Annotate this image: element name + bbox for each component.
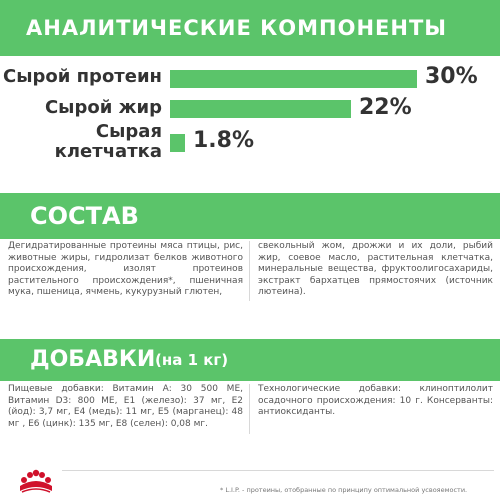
composition-text-right: свекольный жом, дрожжи и их доли, рыбий …: [258, 241, 493, 297]
royal-canin-crown-logo: [20, 469, 52, 493]
nutrient-value-protein: 30%: [425, 64, 478, 89]
nutrient-bar-protein: [170, 70, 417, 88]
additives-text-right: Технологические добавки: клиноптилолит о…: [258, 384, 493, 417]
nutrient-label-fat: Сырой жир: [44, 97, 162, 118]
nutrient-bar-fiber: [170, 134, 185, 152]
nutrient-value-fiber: 1.8%: [193, 128, 255, 153]
additives-text-left: Пищевые добавки: Витамин А: 30 500 МЕ, В…: [8, 384, 243, 429]
additives-divider: [249, 384, 250, 434]
nutrient-value-fat: 22%: [359, 95, 412, 120]
footnote: * L.I.P. - протеины, отобранные по принц…: [220, 486, 468, 494]
nutrient-label-fiber-line1: Сырая: [95, 121, 162, 142]
footer-divider: [62, 470, 494, 471]
additives-title: ДОБАВКИ: [30, 347, 156, 372]
composition-text-left: Дегидратированные протеины мяса птицы, р…: [8, 241, 243, 297]
nutrient-label-fiber: Сырая клетчатка: [55, 122, 162, 162]
nutrient-label-fiber-line2: клетчатка: [54, 141, 162, 162]
additives-subtitle: (на 1 кг): [155, 351, 229, 369]
composition-title: СОСТАВ: [30, 202, 139, 230]
analysis-banner: АНАЛИТИЧЕСКИЕ КОМПОНЕНТЫ: [0, 0, 500, 56]
composition-divider: [249, 241, 250, 301]
additives-banner: ДОБАВКИ (на 1 кг): [0, 339, 500, 381]
nutrient-label-protein: Сырой протеин: [3, 66, 162, 87]
composition-banner: СОСТАВ: [0, 193, 500, 239]
nutrient-bar-fat: [170, 100, 351, 118]
analysis-title: АНАЛИТИЧЕСКИЕ КОМПОНЕНТЫ: [26, 16, 448, 40]
